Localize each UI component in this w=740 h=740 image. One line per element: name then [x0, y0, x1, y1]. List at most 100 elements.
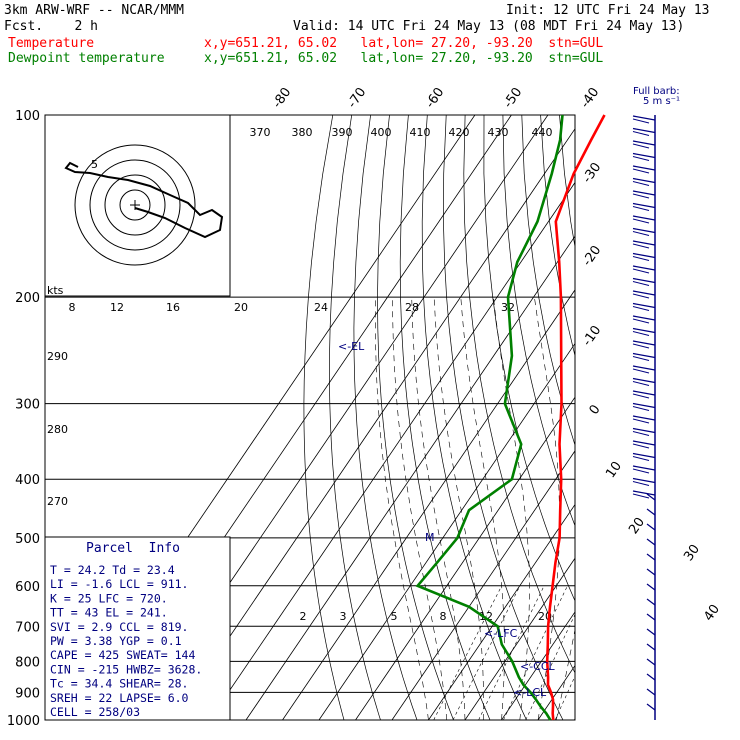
lcl-marker: <-LCL	[513, 686, 547, 699]
pressure-label-1000: 1000	[7, 714, 40, 729]
wind-barb	[632, 365, 656, 371]
wind-barb	[632, 377, 656, 384]
temperature-location: x,y=651.21, 65.02 lat,lon= 27.20, -93.20…	[204, 36, 604, 51]
dry-adiabat	[711, 115, 740, 720]
level-markers: <-EL M <-LFC <-CCL <-LCL	[338, 340, 556, 699]
theta-labels: 370 380 390 400 410 420 430 440	[250, 126, 553, 139]
wind-barb	[632, 277, 656, 284]
parcel-row: SREH = 22 LAPSE= 6.0	[50, 691, 189, 705]
isotherm	[245, 235, 575, 720]
wind-barb	[632, 240, 656, 246]
wind-barb	[632, 315, 656, 321]
dry-adiabat	[353, 115, 418, 720]
wind-barb	[646, 643, 656, 651]
dry-adiabat	[730, 115, 740, 720]
parcel-row: LI = -1.6 LCL = 911.	[50, 577, 188, 591]
wind-barb	[632, 252, 656, 259]
wind-barb	[646, 553, 656, 561]
dry-adiabat-label: 290	[47, 350, 68, 363]
parcel-row: T = 24.2 Td = 23.4	[50, 563, 175, 577]
pressure-label-500: 500	[15, 532, 40, 547]
dry-adiabat	[443, 115, 564, 720]
dry-adiabat-label: 270	[47, 495, 68, 508]
dry-adiabat	[483, 115, 575, 602]
theta-label: 410	[410, 126, 431, 139]
wind-barb	[632, 352, 656, 359]
pressure-label-800: 800	[15, 655, 40, 670]
hodograph-kts-label: kts	[47, 284, 64, 297]
isotherm	[391, 450, 575, 720]
moist-adiabat	[460, 297, 505, 720]
parcel-title: Parcel Info	[86, 541, 180, 556]
wind-barb	[632, 302, 656, 309]
isotherm-label: -80	[270, 85, 294, 111]
wind-barb	[632, 202, 656, 209]
wind-barb	[646, 688, 656, 696]
pressure-label-900: 900	[15, 686, 40, 701]
wind-barb	[632, 390, 656, 396]
parcel-row: TT = 43 EL = 241.	[50, 606, 168, 620]
isotherm	[648, 115, 740, 720]
wind-barb	[632, 477, 656, 484]
wind-barb	[632, 215, 656, 221]
parcel-row: CIN = -215 HWBZ= 3628.	[50, 662, 202, 676]
temperature-legend: Temperature	[8, 36, 95, 51]
el-marker: <-EL	[338, 340, 365, 353]
wind-barb	[632, 177, 656, 184]
dry-adiabat	[654, 115, 740, 720]
dry-adiabat	[692, 115, 740, 720]
mixing-ratio-label: 3	[340, 610, 347, 623]
wind-barb	[632, 327, 656, 334]
isotherm-label: -50	[501, 85, 525, 111]
mixing-ratio-label: 24	[314, 301, 328, 314]
wind-barb	[646, 508, 656, 516]
isotherm	[574, 718, 575, 720]
moist-adiabat	[493, 297, 530, 720]
mixing-ratio-line	[525, 613, 575, 720]
dewpoint-location: x,y=651.21, 65.02 lat,lon= 27.20, -93.20…	[204, 51, 604, 66]
mixing-ratio-label: 16	[166, 301, 180, 314]
wind-barb	[646, 613, 656, 621]
parcel-row: CELL = 258/03	[50, 705, 140, 719]
dry-adiabat	[635, 115, 740, 720]
wind-barb	[646, 673, 656, 681]
theta-label: 370	[250, 126, 271, 139]
mixing-ratio-label: 2	[300, 610, 307, 623]
isotherm-label: -10	[580, 323, 604, 349]
isotherm	[282, 289, 575, 720]
wind-barb	[632, 415, 656, 421]
temperature-profile	[545, 114, 606, 721]
dry-adiabat	[329, 115, 381, 720]
isotherm	[209, 181, 575, 720]
wind-barb	[632, 440, 656, 446]
dry-adiabat	[303, 115, 345, 720]
parcel-row: SVI = 2.9 CCL = 819.	[50, 620, 188, 634]
theta-label: 430	[488, 126, 509, 139]
dry-adiabat	[597, 115, 740, 720]
mixing-ratio-label: 28	[405, 301, 419, 314]
wind-barb	[632, 452, 656, 459]
wind-barb	[646, 568, 656, 576]
moist-adiabat	[556, 627, 575, 720]
hodograph: 5 kts	[44, 114, 231, 297]
wind-barb	[646, 598, 656, 606]
dry-adiabat	[616, 115, 740, 720]
isotherm-label: -40	[578, 85, 602, 111]
wind-barb	[632, 115, 656, 121]
profiles	[415, 114, 606, 721]
parcel-row: PW = 3.38 YGP = 0.1	[50, 634, 182, 648]
wind-barb	[632, 427, 656, 434]
parcel-info-panel: Parcel Info T = 24.2 Td = 23.4LI = -1.6 …	[44, 536, 231, 721]
plot-frame	[44, 114, 576, 721]
dry-adiabat	[502, 115, 575, 527]
hodograph-ring-label: 5	[91, 158, 98, 171]
isotherm-label: 30	[681, 542, 703, 564]
theta-label: 400	[371, 126, 392, 139]
mixing-ratio-label: 5	[391, 610, 398, 623]
isotherm-label: 0	[587, 402, 604, 417]
wind-barb	[632, 290, 656, 296]
isotherm	[428, 503, 575, 720]
mixing-ratio-label: 8	[69, 301, 76, 314]
wind-barb	[646, 583, 656, 591]
isotherm-label: 40	[701, 602, 723, 624]
